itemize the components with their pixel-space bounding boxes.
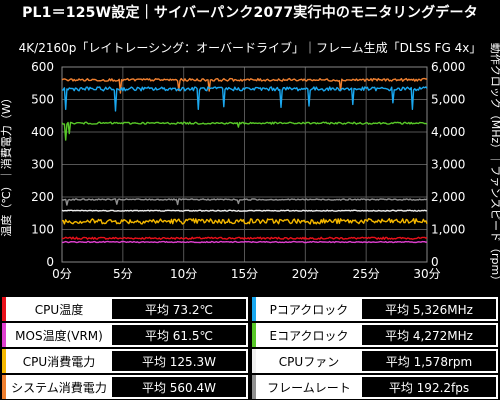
monitoring-chart: 0 100 200 300 400 500 600 0 1,000 2,000 3,000 4,000… <box>0 43 500 287</box>
x-tick-label: 0分 <box>52 267 72 281</box>
series-line <box>61 217 428 225</box>
y-right-tick-label: 1,000 <box>431 223 465 237</box>
legend-label: フレームレート <box>267 380 351 395</box>
legend-swatch <box>2 375 6 399</box>
y-left-tick-label: 100 <box>31 223 54 237</box>
x-tick-label: 15分 <box>231 267 258 281</box>
y-left-tick-label: 600 <box>31 60 54 74</box>
legend-item: Eコアクロック 平均 4,272MHz <box>252 323 498 347</box>
series-line <box>61 121 428 141</box>
legend-value: 平均 61.5℃ <box>112 325 246 345</box>
legend-value: 平均 5,326MHz <box>362 299 496 319</box>
legend-swatch <box>252 323 256 347</box>
legend-swatch <box>2 349 6 373</box>
y-left-tick-label: 0 <box>46 255 54 269</box>
legend-swatch <box>252 375 256 399</box>
y-right-tick-label: 0 <box>431 255 439 269</box>
y-right-tick-label: 6,000 <box>431 60 465 74</box>
chart-title: PL1＝125W設定｜サイバーパンク2077実行中のモニタリングデータ <box>22 5 478 21</box>
legend-item: CPUファン 平均 1,578rpm <box>252 349 498 373</box>
legend-label: CPU消費電力 <box>22 354 96 369</box>
y-right-axis-label: 動作クロック（MHz）｜ファンスピード（rpm） <box>489 43 500 287</box>
legend-label: MOS温度(VRM) <box>15 328 103 343</box>
legend-item: システム消費電力 平均 560.4W <box>2 375 248 399</box>
legend-item: フレームレート 平均 192.2fps <box>252 375 498 399</box>
chart-subtitle: 4K/2160p「レイトレーシング：オーバードライブ」｜フレーム生成「DLSS … <box>18 41 482 55</box>
legend: CPU温度 平均 73.2℃ Pコアクロック 平均 5,326MHz MOS温度(VRM… <box>0 296 500 400</box>
x-tick-label: 25分 <box>353 267 380 281</box>
x-tick-label: 30分 <box>413 267 440 281</box>
y-left-tick-label: 300 <box>31 158 54 172</box>
x-tick-label: 5分 <box>113 267 133 281</box>
legend-label: Pコアクロック <box>269 302 349 317</box>
x-tick-label: 10分 <box>170 267 197 281</box>
plot-border <box>61 66 428 263</box>
legend-item: CPU温度 平均 73.2℃ <box>2 297 248 321</box>
y-right-tick-label: 5,000 <box>431 93 465 107</box>
y-left-axis-label: 温度（℃）｜消費電力（W） <box>0 92 13 236</box>
legend-value: 平均 560.4W <box>112 377 246 397</box>
legend-item: Pコアクロック 平均 5,326MHz <box>252 297 498 321</box>
legend-value: 平均 4,272MHz <box>362 325 496 345</box>
y-right-tick-label: 4,000 <box>431 125 465 139</box>
legend-item: MOS温度(VRM) 平均 61.5℃ <box>2 323 248 347</box>
y-left-tick-label: 500 <box>31 93 54 107</box>
legend-label: CPU温度 <box>34 302 84 317</box>
y-right-tick-label: 2,000 <box>431 190 465 204</box>
legend-swatch <box>2 323 6 347</box>
series-line <box>61 86 428 112</box>
series-line <box>61 209 428 212</box>
series-line <box>61 198 428 206</box>
series-line <box>61 236 428 240</box>
x-tick-label: 20分 <box>292 267 319 281</box>
legend-label: Eコアクロック <box>269 328 349 343</box>
legend-value: 平均 192.2fps <box>362 377 496 397</box>
legend-label: システム消費電力 <box>11 380 107 395</box>
y-left-tick-label: 200 <box>31 190 54 204</box>
y-right-tick-label: 3,000 <box>431 158 465 172</box>
legend-value: 平均 1,578rpm <box>362 351 496 371</box>
legend-swatch <box>2 297 6 321</box>
series-line <box>61 77 428 94</box>
legend-value: 平均 73.2℃ <box>112 299 246 319</box>
legend-value: 平均 125.3W <box>112 351 246 371</box>
y-left-tick-label: 400 <box>31 125 54 139</box>
series-line <box>62 240 428 244</box>
legend-swatch <box>252 349 256 373</box>
legend-label: CPUファン <box>278 354 340 369</box>
legend-item: CPU消費電力 平均 125.3W <box>2 349 248 373</box>
legend-swatch <box>252 297 256 321</box>
